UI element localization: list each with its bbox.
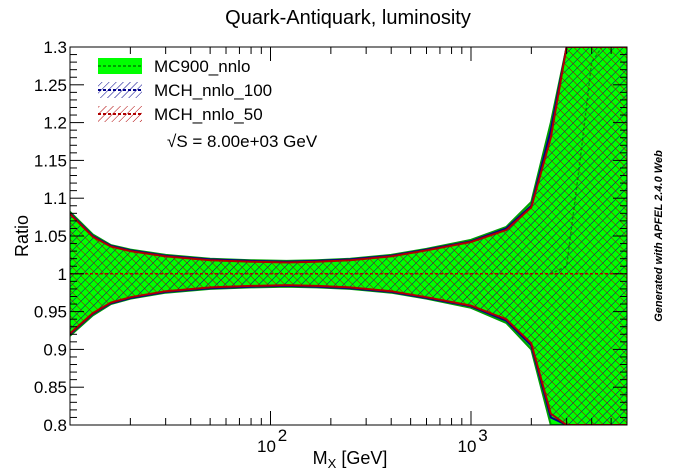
legend-label-MC900_nnlo: MC900_nnlo [154,57,250,76]
legend-label-MCH_nnlo_100: MCH_nnlo_100 [154,81,272,100]
bands-layer [70,47,627,425]
x-tick-label: 10 [458,437,477,456]
y-tick-label: 0.85 [34,378,67,397]
y-tick-label: 1 [58,265,67,284]
y-tick-label: 1.15 [34,151,67,170]
x-tick-exponent: 2 [278,426,287,445]
y-tick-label: 1.05 [34,227,67,246]
chart-title: Quark-Antiquark, luminosity [225,7,471,29]
y-tick-label: 0.95 [34,303,67,322]
legend: MC900_nnlo MCH_nnlo_100 MCH_nnlo_50 [98,57,272,124]
y-axis-label: Ratio [12,215,32,257]
y-tick-label: 0.9 [43,340,67,359]
band-edge-lower-MCH_nnlo_50 [70,284,627,425]
x-tick-exponent: 3 [478,426,487,445]
y-tick-label: 1.1 [43,189,67,208]
axes-layer: 0.80.850.90.9511.051.11.151.21.251.31021… [34,38,628,456]
x-tick-label: 10 [257,437,276,456]
band-MCH_nnlo_50 [70,47,627,425]
generator-side-label: Generated with APFEL 2.4.0 Web [653,150,665,322]
y-tick-label: 1.3 [43,38,67,57]
legend-label-MCH_nnlo_50: MCH_nnlo_50 [154,105,263,124]
y-tick-label: 1.2 [43,114,67,133]
x-axis-label: MX [GeV] [313,448,388,471]
sqrt-s-annotation: √S = 8.00e+03 GeV [167,132,318,151]
y-tick-label: 0.8 [43,416,67,435]
band-edge-upper-MCH_nnlo_50 [70,47,627,264]
y-tick-label: 1.25 [34,76,67,95]
